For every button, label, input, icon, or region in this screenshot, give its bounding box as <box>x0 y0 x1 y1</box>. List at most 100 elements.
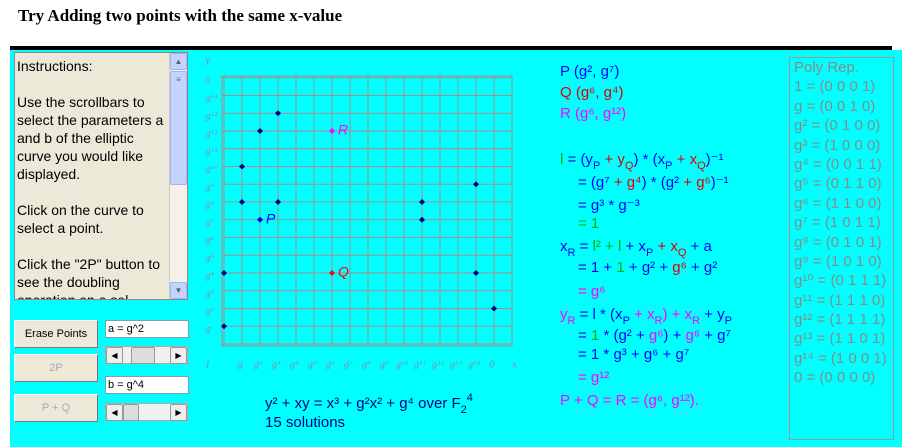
text-segment: = 1 * g³ + g⁶ + g⁷ <box>578 346 690 363</box>
a-thumb[interactable] <box>131 347 155 364</box>
text-segment: g⁶ <box>685 327 701 344</box>
x-tick-label: g³ <box>271 361 281 371</box>
y-tick-label: g¹² <box>205 130 218 140</box>
erase-button[interactable]: Erase Points <box>14 320 98 348</box>
y-tick-label: g⁸ <box>205 201 215 211</box>
text-segment: 4 <box>466 392 473 404</box>
text-segment: Q (g⁶, g⁴) <box>560 84 624 101</box>
y-tick-label: g¹³ <box>205 112 218 122</box>
text-segment: = (y <box>563 151 593 168</box>
poly-row: g⁶ = (1 1 0 0) <box>794 194 882 212</box>
page-title: Try Adding two points with the same x-va… <box>18 6 343 25</box>
text-segment: Q <box>697 160 706 172</box>
text-segment: 1 <box>616 259 625 276</box>
text-segment: y <box>560 306 568 323</box>
text-segment: + x <box>672 151 698 168</box>
text-segment: R <box>567 247 576 259</box>
text-segment: + g² + <box>624 259 673 276</box>
instructions-paragraph: Click on the curve to select a point. <box>17 202 144 236</box>
y-tick-label: g⁷ <box>205 218 215 228</box>
y-tick-label: g⁶ <box>205 236 215 246</box>
text-segment: Q <box>677 247 687 259</box>
formula-line: l = (yP + yQ) * (xP + xQ)⁻¹ <box>560 150 724 172</box>
b-right[interactable]: ▶ <box>170 404 187 421</box>
x-tick-label: g² <box>253 361 263 371</box>
y-tick-label: g¹⁴ <box>205 94 218 104</box>
x-tick-label: g¹³ <box>450 361 463 371</box>
poly-row: 0 = (0 0 0 0) <box>794 369 876 387</box>
text-segment: = g⁶ <box>578 283 606 300</box>
curve-point[interactable] <box>275 199 281 205</box>
curve-plot[interactable]: g g² g³ g⁴ g⁵ g⁶ g⁷ g⁸ g⁹ g¹⁰ g¹¹ g¹² g¹³ g¹⁴ 0 1 g g² g³ g… <box>0 0 560 447</box>
scroll-up[interactable]: ▲ <box>170 53 187 70</box>
a-field[interactable]: a = g^2 <box>105 320 189 338</box>
text-segment: x <box>560 238 568 255</box>
curve-point[interactable] <box>473 270 479 276</box>
x-tick-label: g⁹ <box>379 361 389 371</box>
formula-line: = 1 * (g² + g⁶) + g⁶ + g⁷ <box>578 327 731 344</box>
x-tick-label: g <box>237 361 243 371</box>
poly-row: g¹² = (1 1 1 1) <box>794 311 886 329</box>
text-segment: ) * (x <box>633 151 666 168</box>
text-segment: R (g⁶, g¹²) <box>560 105 627 122</box>
curve-point[interactable] <box>419 199 425 205</box>
poly-row: g = (0 0 1 0) <box>794 97 876 115</box>
curve-point[interactable] <box>275 110 281 117</box>
point-label: P <box>266 210 276 226</box>
scroll-down[interactable]: ▼ <box>170 282 187 299</box>
x-tick-label: g⁷ <box>343 361 353 371</box>
b-field[interactable]: b = g^4 <box>105 376 189 394</box>
text-segment: g⁶ <box>672 259 687 276</box>
text-segment: )⁻¹ <box>710 174 729 191</box>
text-segment: = <box>578 327 591 344</box>
curve-point[interactable] <box>239 163 245 170</box>
instructions-heading: Instructions: <box>17 58 93 74</box>
text-segment: + g² <box>686 259 718 276</box>
text-segment: 1 <box>590 327 600 344</box>
text-segment: l <box>560 151 564 168</box>
text-segment: + g⁴ <box>609 174 642 191</box>
add-button[interactable]: P + Q <box>14 394 98 422</box>
poly-row: g¹⁰ = (0 1 1 1) <box>794 272 887 290</box>
text-segment: = <box>575 238 593 255</box>
curve-point[interactable] <box>491 305 497 312</box>
text-segment: * (g² + <box>599 327 649 344</box>
x-tick-label: g⁴ <box>289 361 299 371</box>
a-right[interactable]: ▶ <box>170 347 187 364</box>
scroll-thumb[interactable]: ≡ <box>170 71 187 185</box>
a-left[interactable]: ◀ <box>106 347 123 364</box>
curve-point[interactable] <box>473 181 479 188</box>
x-tick-label: g¹¹ <box>414 361 427 371</box>
curve-point[interactable] <box>257 216 263 223</box>
formula-line: yR = l * (xP + xR) + xR + yP <box>560 306 732 327</box>
a-scrollbar[interactable]: ◀ ▶ <box>105 346 188 364</box>
y-tick-label: g¹⁰ <box>205 165 218 175</box>
curve-point[interactable] <box>329 128 335 134</box>
y-axis-label: y <box>204 56 211 66</box>
text-segment: + y <box>600 151 625 168</box>
curve-point[interactable] <box>221 270 227 276</box>
curve-point[interactable] <box>239 199 245 205</box>
text-segment: P + Q = R = (g⁶, g¹²). <box>560 392 699 409</box>
formula-line: = 1 <box>578 215 599 232</box>
point-label: Q <box>338 264 349 280</box>
x-tick-label: g⁶ <box>325 361 335 371</box>
formula-line: xR = l² + l + xP + xQ + a <box>560 238 712 259</box>
b-scrollbar[interactable]: ◀ ▶ <box>105 403 188 421</box>
double-button[interactable]: 2P <box>14 354 98 382</box>
formula-line: = g³ * g⁻³ <box>578 196 640 214</box>
b-left[interactable]: ◀ <box>106 404 123 421</box>
instructions-box[interactable]: Instructions: Use the scrollbars to sele… <box>14 52 188 300</box>
curve-point[interactable] <box>257 128 263 134</box>
poly-title: Poly Rep. <box>794 59 860 76</box>
curve-point[interactable] <box>329 270 335 276</box>
poly-rep: Poly Rep. 1 = (0 0 0 1) g = (0 0 1 0) g² =… <box>789 57 894 440</box>
scrollbar[interactable]: ▲ ≡ ▼ <box>169 53 187 299</box>
b-thumb[interactable] <box>123 404 139 421</box>
curve-point[interactable] <box>221 323 227 330</box>
curve-point[interactable] <box>419 216 425 223</box>
y-tick-label: g² <box>205 307 215 317</box>
poly-row: g⁸ = (0 1 0 1) <box>794 233 882 251</box>
